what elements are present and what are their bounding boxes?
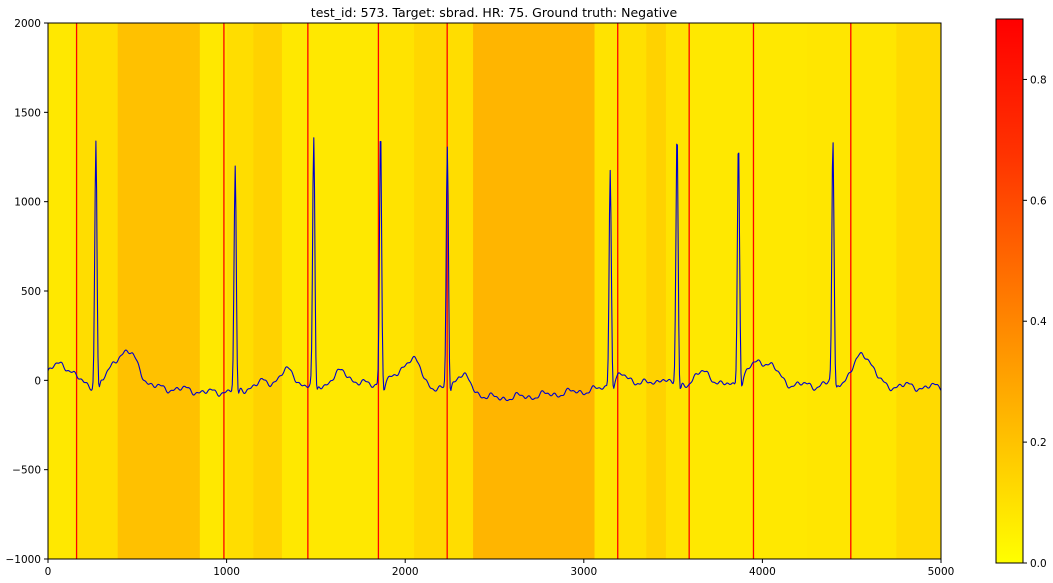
colorbar-tick-label: 0.2	[1030, 437, 1047, 449]
ecg-series-line	[48, 137, 941, 402]
colorbar-gradient	[995, 18, 1024, 564]
x-tick-label: 3000	[570, 566, 597, 578]
attention-segment	[306, 23, 380, 559]
colorbar-tick-label: 0.4	[1030, 316, 1047, 328]
attention-segment	[646, 23, 667, 559]
attention-segment	[665, 23, 690, 559]
y-tick-label: 0	[34, 375, 41, 387]
x-tick-label: 0	[45, 566, 52, 578]
attention-segment	[448, 23, 474, 559]
attention-segment	[226, 23, 254, 559]
attention-segment	[117, 23, 201, 559]
y-tick-label: 1000	[14, 197, 41, 209]
y-tick-label: 1500	[14, 107, 41, 119]
colorbar-ticks: 0.0 0.2 0.4 0.6 0.8	[1023, 74, 1047, 570]
attention-segment	[735, 23, 808, 559]
attention-segment	[851, 23, 897, 559]
attention-background	[48, 23, 941, 559]
attention-segment	[473, 23, 596, 559]
attention-segment	[807, 23, 853, 559]
y-tick-label: 2000	[14, 18, 41, 30]
colorbar-tick-label: 0.0	[1030, 558, 1047, 570]
attention-segment	[253, 23, 283, 559]
y-tick-label: −1000	[5, 554, 41, 566]
x-tick-label: 4000	[749, 566, 776, 578]
attention-segment	[414, 23, 449, 559]
x-tick-label: 1000	[213, 566, 240, 578]
attention-segment	[594, 23, 619, 559]
chart-title: test_id: 573. Target: sbrad. HR: 75. Gro…	[311, 5, 678, 20]
attention-segment	[281, 23, 308, 559]
y-axis: −1000 −500 0 500 1000 1500 2000	[5, 18, 48, 566]
attention-segment	[48, 23, 78, 559]
colorbar: 0.0 0.2 0.4 0.6 0.8	[995, 18, 1047, 570]
plot-area	[48, 23, 941, 559]
x-tick-label: 5000	[928, 566, 955, 578]
y-tick-label: 500	[21, 286, 41, 298]
x-tick-label: 2000	[392, 566, 419, 578]
attention-segment	[689, 23, 737, 559]
colorbar-tick-label: 0.8	[1030, 74, 1047, 86]
attention-segment	[378, 23, 415, 559]
attention-segment	[199, 23, 228, 559]
y-tick-label: −500	[12, 465, 41, 477]
marker-lines	[75, 23, 852, 559]
attention-segment	[896, 23, 941, 559]
colorbar-tick-label: 0.6	[1030, 195, 1047, 207]
x-axis: 0 1000 2000 3000 4000 5000	[45, 559, 955, 578]
attention-segment	[617, 23, 647, 559]
